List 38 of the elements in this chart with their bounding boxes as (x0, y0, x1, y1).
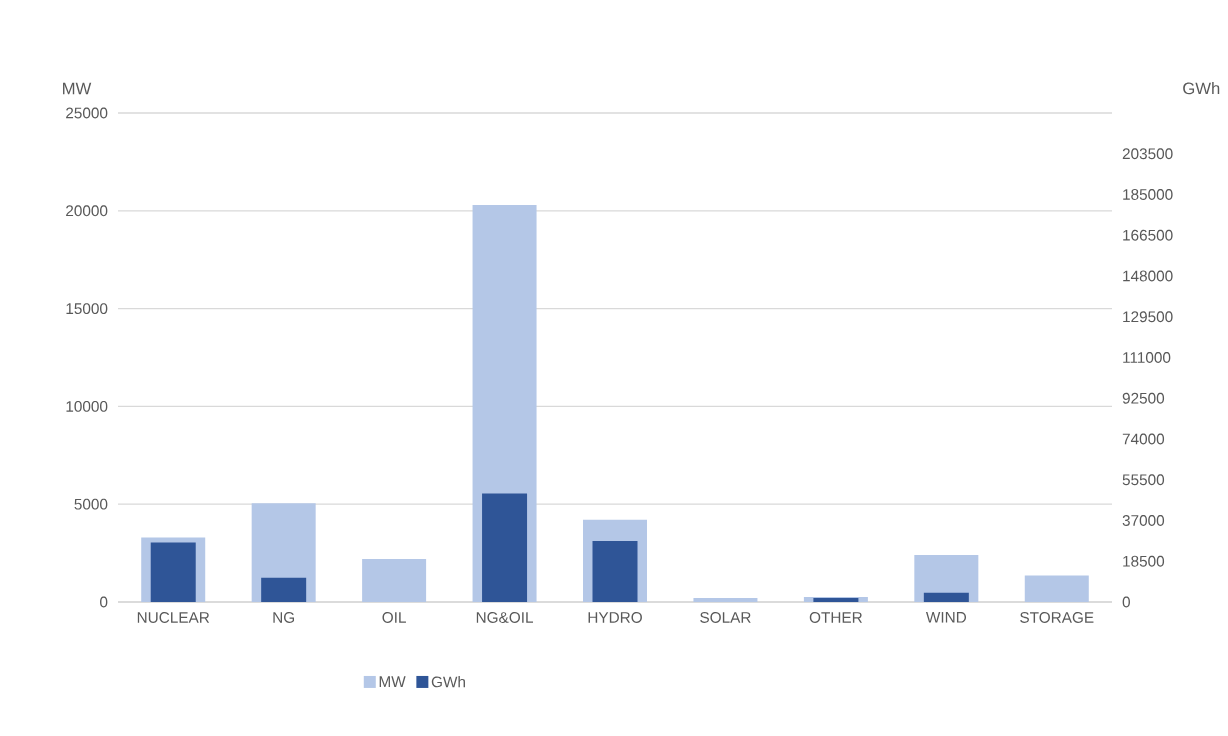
x-tick-label: OTHER (809, 612, 862, 623)
bar (362, 558, 427, 602)
y2-tick-label: 37000 (1122, 515, 1165, 526)
y2-tick-label: 92500 (1122, 392, 1165, 404)
y2-tick-label: 111000 (1123, 352, 1171, 363)
x-tick-label: SOLAR (700, 612, 751, 623)
y-axis-title: MW (63, 82, 92, 95)
y2-axis-title: GWh (1183, 82, 1220, 95)
x-tick-label: HYDRO (588, 612, 642, 623)
x-tick-label: OIL (382, 612, 406, 623)
y2-tick-label: 18500 (1123, 555, 1165, 567)
y-tick-label: 25000 (66, 107, 108, 119)
y-tick-label: 15000 (66, 303, 108, 315)
x-tick-label: NG (273, 612, 295, 623)
x-tick-label: NUCLEAR (137, 612, 210, 623)
bar (693, 598, 758, 602)
bar (1024, 575, 1089, 602)
y-tick-label: 20000 (66, 205, 108, 217)
x-tick-label: STORAGE (1020, 612, 1094, 623)
y-tick-label: 10000 (66, 400, 108, 412)
y2-tick-label: 185000 (1123, 189, 1173, 200)
y2-tick-label: 148000 (1123, 270, 1173, 282)
x-tick-label: NG&OIL (476, 612, 534, 623)
y2-tick-label: 129500 (1123, 311, 1173, 323)
y2-tick-label: 55500 (1122, 474, 1165, 486)
legend-label: MW (379, 676, 406, 687)
bar (482, 493, 528, 602)
x-tick-label: WIND (925, 612, 967, 623)
bar (261, 577, 307, 602)
legend-label: GWh (431, 676, 465, 688)
y2-tick-label: 0 (1122, 596, 1130, 608)
y2-tick-label: 166500 (1123, 229, 1173, 241)
y2-tick-label: 203500 (1122, 148, 1173, 160)
y2-tick-label: 74000 (1122, 433, 1165, 445)
bar (592, 540, 638, 602)
y-tick-label: 0 (100, 596, 108, 608)
y-tick-label: 5000 (74, 498, 108, 510)
bar (923, 592, 969, 602)
